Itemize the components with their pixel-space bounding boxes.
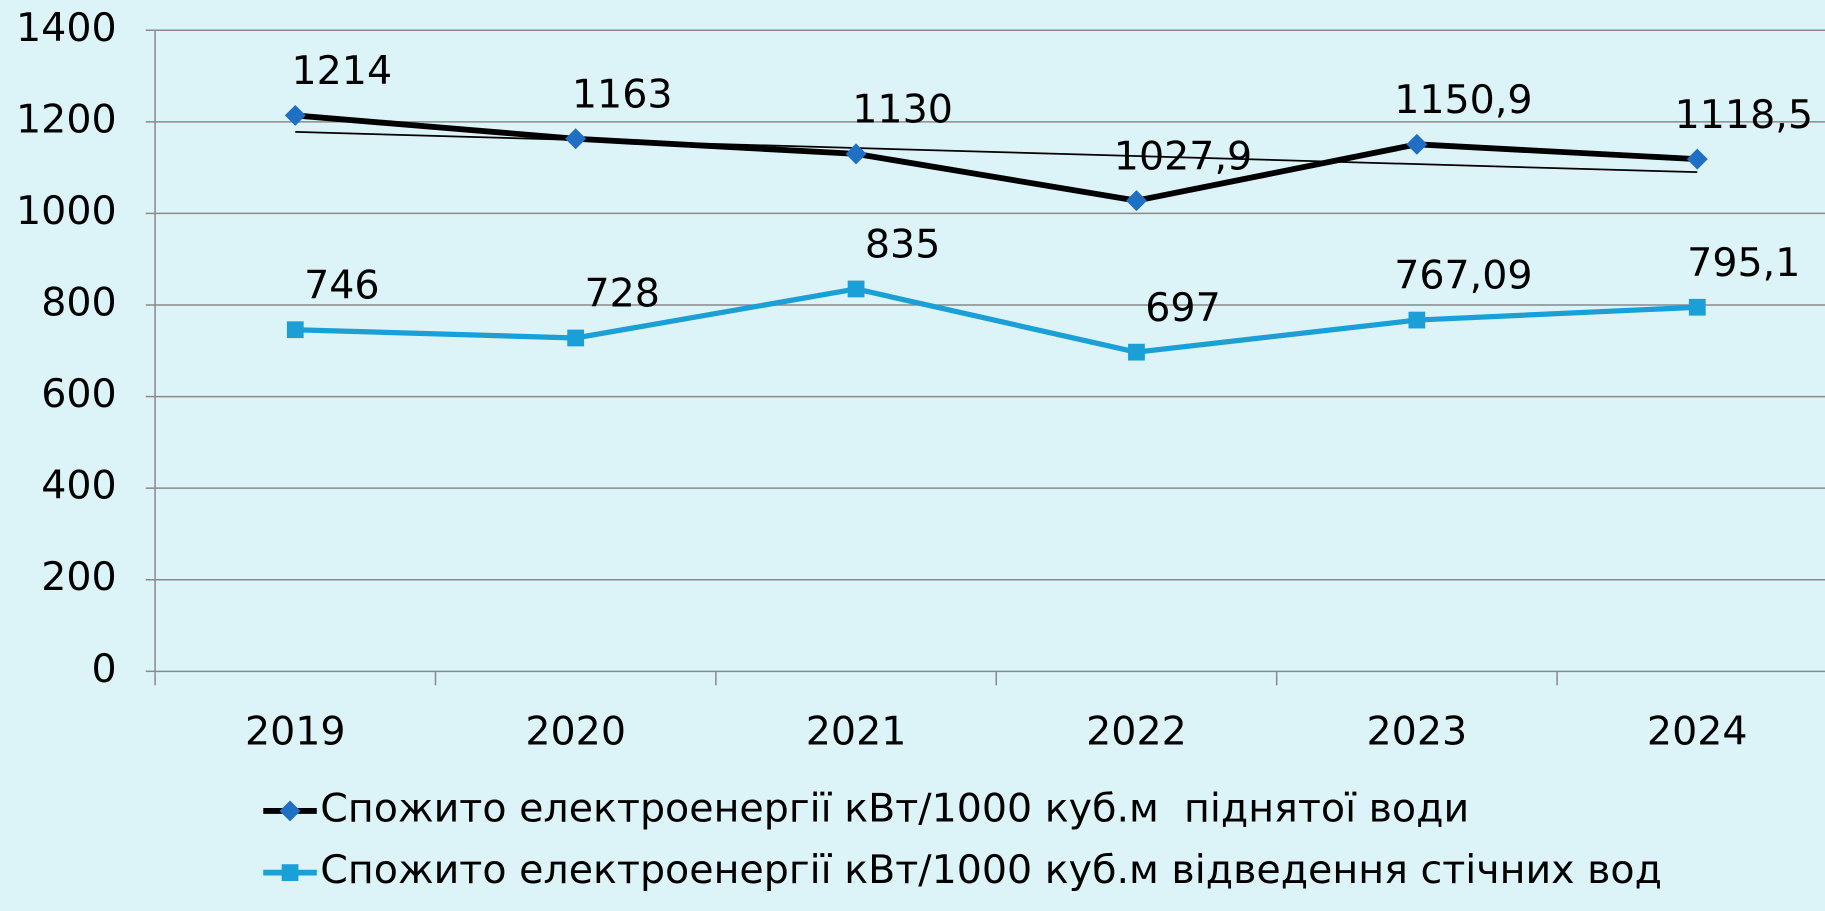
y-tick-label: 0	[92, 646, 117, 692]
legend-label: Спожито електроенергії кВт/1000 куб.м пі…	[320, 785, 1469, 831]
x-tick-label: 2021	[806, 709, 907, 755]
marker	[567, 329, 585, 347]
marker	[847, 280, 865, 298]
y-tick-label: 800	[41, 279, 116, 325]
data-label: 1130	[852, 87, 953, 133]
marker	[1688, 298, 1706, 316]
data-label: 1163	[572, 71, 673, 117]
data-label: 728	[584, 271, 659, 317]
marker	[281, 864, 299, 881]
data-label: 697	[1145, 285, 1220, 331]
y-tick-label: 200	[41, 554, 116, 600]
x-tick-label: 2024	[1647, 709, 1748, 755]
marker	[279, 800, 301, 822]
x-tick-label: 2020	[525, 709, 626, 755]
y-tick-label: 600	[41, 371, 116, 417]
marker	[1408, 311, 1426, 329]
y-tick-label: 1200	[16, 96, 117, 142]
data-label: 1214	[291, 48, 392, 94]
data-label: 795,1	[1687, 240, 1800, 286]
x-tick-label: 2023	[1367, 709, 1468, 755]
y-tick-label: 1000	[16, 188, 117, 234]
x-tick-label: 2022	[1086, 709, 1187, 755]
marker	[286, 321, 304, 339]
marker	[565, 128, 587, 150]
marker	[1686, 148, 1708, 170]
data-label: 767,09	[1394, 253, 1532, 299]
series-line	[295, 286, 1698, 355]
legend-label: Спожито електроенергії кВт/1000 куб.м ві…	[320, 847, 1662, 893]
series-line	[295, 112, 1698, 204]
marker	[284, 104, 306, 126]
y-tick-label: 1400	[16, 5, 117, 51]
data-label: 746	[304, 262, 379, 308]
x-tick-label: 2019	[245, 709, 346, 755]
data-label: 1118,5	[1675, 92, 1813, 138]
marker	[1128, 343, 1145, 361]
data-label: 835	[865, 222, 940, 268]
y-tick-label: 400	[41, 463, 116, 509]
trendline	[295, 131, 1698, 174]
data-label: 1150,9	[1394, 77, 1532, 123]
data-label: 1027,9	[1114, 133, 1252, 179]
